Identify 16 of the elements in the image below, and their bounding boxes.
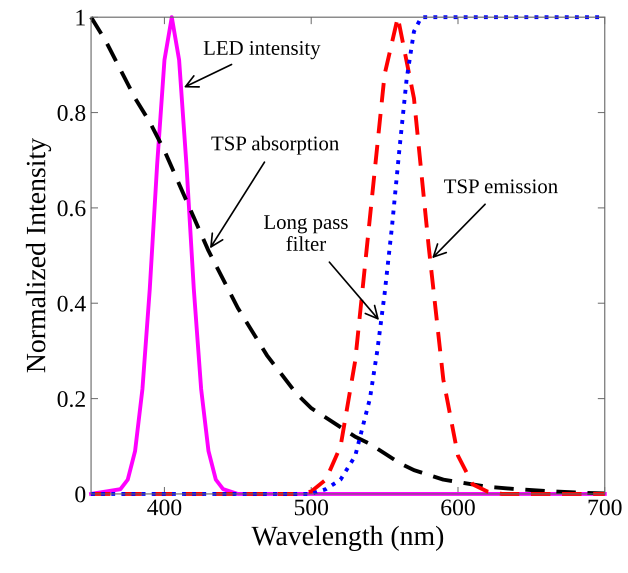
y-tick-label: 0 [75, 486, 86, 502]
annotation: Long pass filter [264, 215, 348, 251]
y-axis-title: Normalized Intensity [26, 138, 52, 372]
annotation: TSP absorption [211, 136, 339, 155]
x-tick-label: 700 [588, 499, 622, 516]
annotation: TSP emission [444, 179, 558, 194]
y-tick-label: 0.6 [58, 200, 86, 216]
y-tick-label: 0.8 [58, 105, 86, 122]
x-tick-label: 500 [294, 499, 328, 516]
x-axis-title: Wavelength (nm) [251, 526, 444, 552]
y-tick-label: 1 [76, 10, 85, 26]
annotation: LED intensity [204, 40, 321, 60]
x-tick-label: 400 [147, 499, 182, 516]
x-tick-label: 600 [441, 499, 475, 516]
y-tick-label: 0.2 [58, 391, 85, 408]
y-tick-label: 0.4 [58, 296, 86, 312]
